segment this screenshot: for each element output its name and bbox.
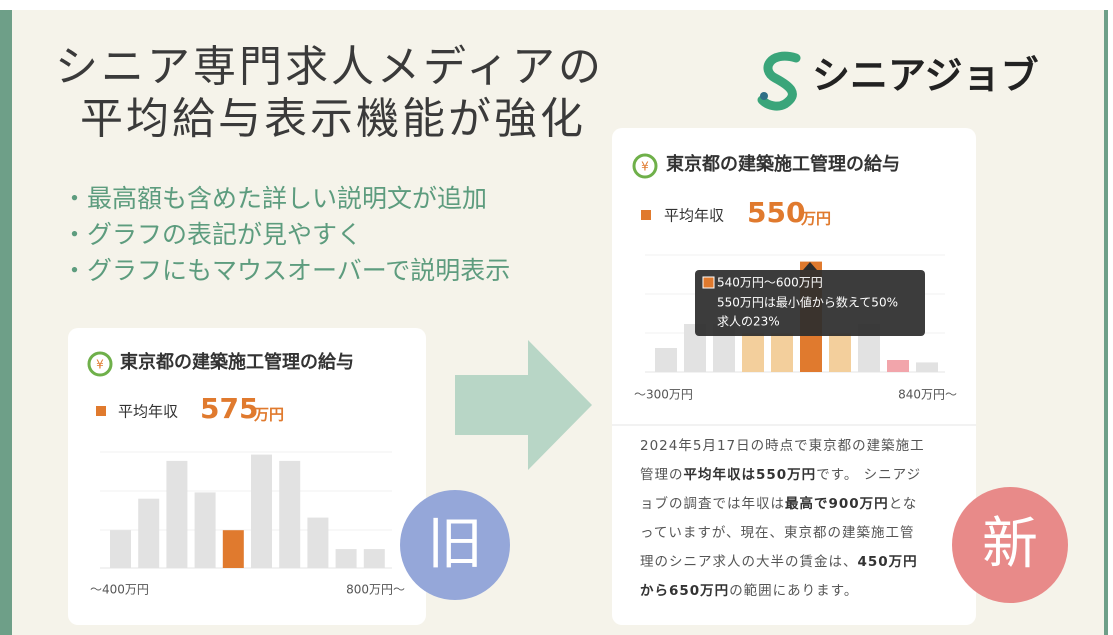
title-line: 平均給与表示機能が強化 (80, 95, 586, 145)
bar (138, 498, 160, 568)
x-start-label: 〜300万円 (634, 388, 693, 402)
tooltip-line: 550万円は最小値から数えて50% (717, 295, 898, 310)
paragraph-line: 理のシニア求人の大半の賃金は、450万円 (640, 554, 918, 570)
badge-circle (400, 490, 510, 600)
text-segment: とな (889, 496, 918, 512)
x-end-label: 840万円〜 (898, 388, 957, 402)
legend-square (96, 406, 106, 416)
bar (279, 460, 301, 568)
bar (194, 492, 216, 568)
avg-unit: 万円 (253, 406, 284, 424)
avg-value: 550 (747, 196, 805, 229)
paragraph-line: ョブの調査では年収は最高で900万円とな (640, 495, 917, 512)
text-segment: です。 シニアジ (816, 467, 921, 483)
bar (363, 549, 385, 568)
text-segment: 2024年5月17日の時点で東京都の建築施工 (640, 438, 925, 454)
bar (887, 360, 909, 372)
old-bars (110, 454, 385, 568)
avg-label: 平均年収 (118, 403, 178, 421)
bar (222, 530, 244, 568)
paragraph-line: 2024年5月17日の時点で東京都の建築施工 (640, 438, 925, 454)
bar (771, 333, 793, 372)
bar (655, 348, 677, 372)
x-start-label: 〜400万円 (90, 583, 149, 597)
text-segment: 450万円 (858, 554, 918, 570)
text-segment: 平均年収は550万円 (684, 466, 817, 483)
tooltip-line: 540万円〜600万円 (717, 276, 823, 290)
bar (916, 362, 938, 372)
bar (110, 530, 131, 568)
avg-unit: 万円 (800, 210, 831, 228)
bar (742, 333, 764, 372)
text-segment: ョブの調査では年収は (640, 495, 785, 512)
badge: 旧 (427, 512, 483, 577)
badge: 新 (982, 512, 1038, 577)
avg-label: 平均年収 (664, 207, 724, 225)
bar (166, 460, 188, 568)
badge-circle (952, 487, 1068, 603)
text-segment: 管理の (640, 467, 684, 483)
bar (829, 333, 851, 372)
svg-text:¥: ¥ (96, 358, 104, 372)
old-grid (100, 451, 392, 569)
yen-icon: ¥ (87, 351, 113, 377)
text-segment: から650万円 (640, 583, 729, 599)
bullet: ・グラフにもマウスオーバーで説明表示 (62, 256, 510, 285)
new-card (612, 128, 976, 625)
bullet: ・グラフの表記が見やすく (62, 220, 362, 249)
bar (335, 549, 357, 568)
paragraph-line: っていますが、現在、東京都の建築施工管 (640, 525, 915, 541)
arrow (455, 340, 592, 470)
text-segment: 理のシニア求人の大半の賃金は、 (640, 554, 858, 570)
title-line: シニア専門求人メディアの (55, 43, 604, 93)
x-end-label: 800万円〜 (346, 583, 405, 597)
logo-text: シニアジョブ (812, 54, 1038, 98)
bullet: ・最高額も含めた詳しい説明文が追加 (62, 184, 487, 213)
legend-square (641, 210, 651, 220)
avg-value: 575 (200, 392, 258, 425)
svg-text:¥: ¥ (641, 160, 649, 174)
bar (251, 454, 272, 568)
paragraph-line: から650万円の範囲にあります。 (640, 583, 858, 599)
card-title: 東京都の建築施工管理の給与 (666, 153, 900, 175)
paragraph-line: 管理の平均年収は550万円です。 シニアジ (640, 466, 921, 483)
text-segment: の範囲にあります。 (729, 583, 858, 599)
tooltip: 540万円〜600万円 550万円は最小値から数えて50% 求人の23% (695, 262, 925, 336)
left-stripe (0, 10, 12, 635)
tooltip-line: 求人の23% (717, 315, 780, 329)
right-stripe (1104, 10, 1108, 635)
card-title: 東京都の建築施工管理の給与 (120, 351, 354, 373)
text-segment: っていますが、現在、東京都の建築施工管 (640, 525, 915, 541)
yen-icon: ¥ (632, 153, 658, 179)
logo-icon (757, 51, 801, 111)
text-segment: 最高で900万円 (785, 495, 889, 512)
bar (307, 517, 329, 568)
